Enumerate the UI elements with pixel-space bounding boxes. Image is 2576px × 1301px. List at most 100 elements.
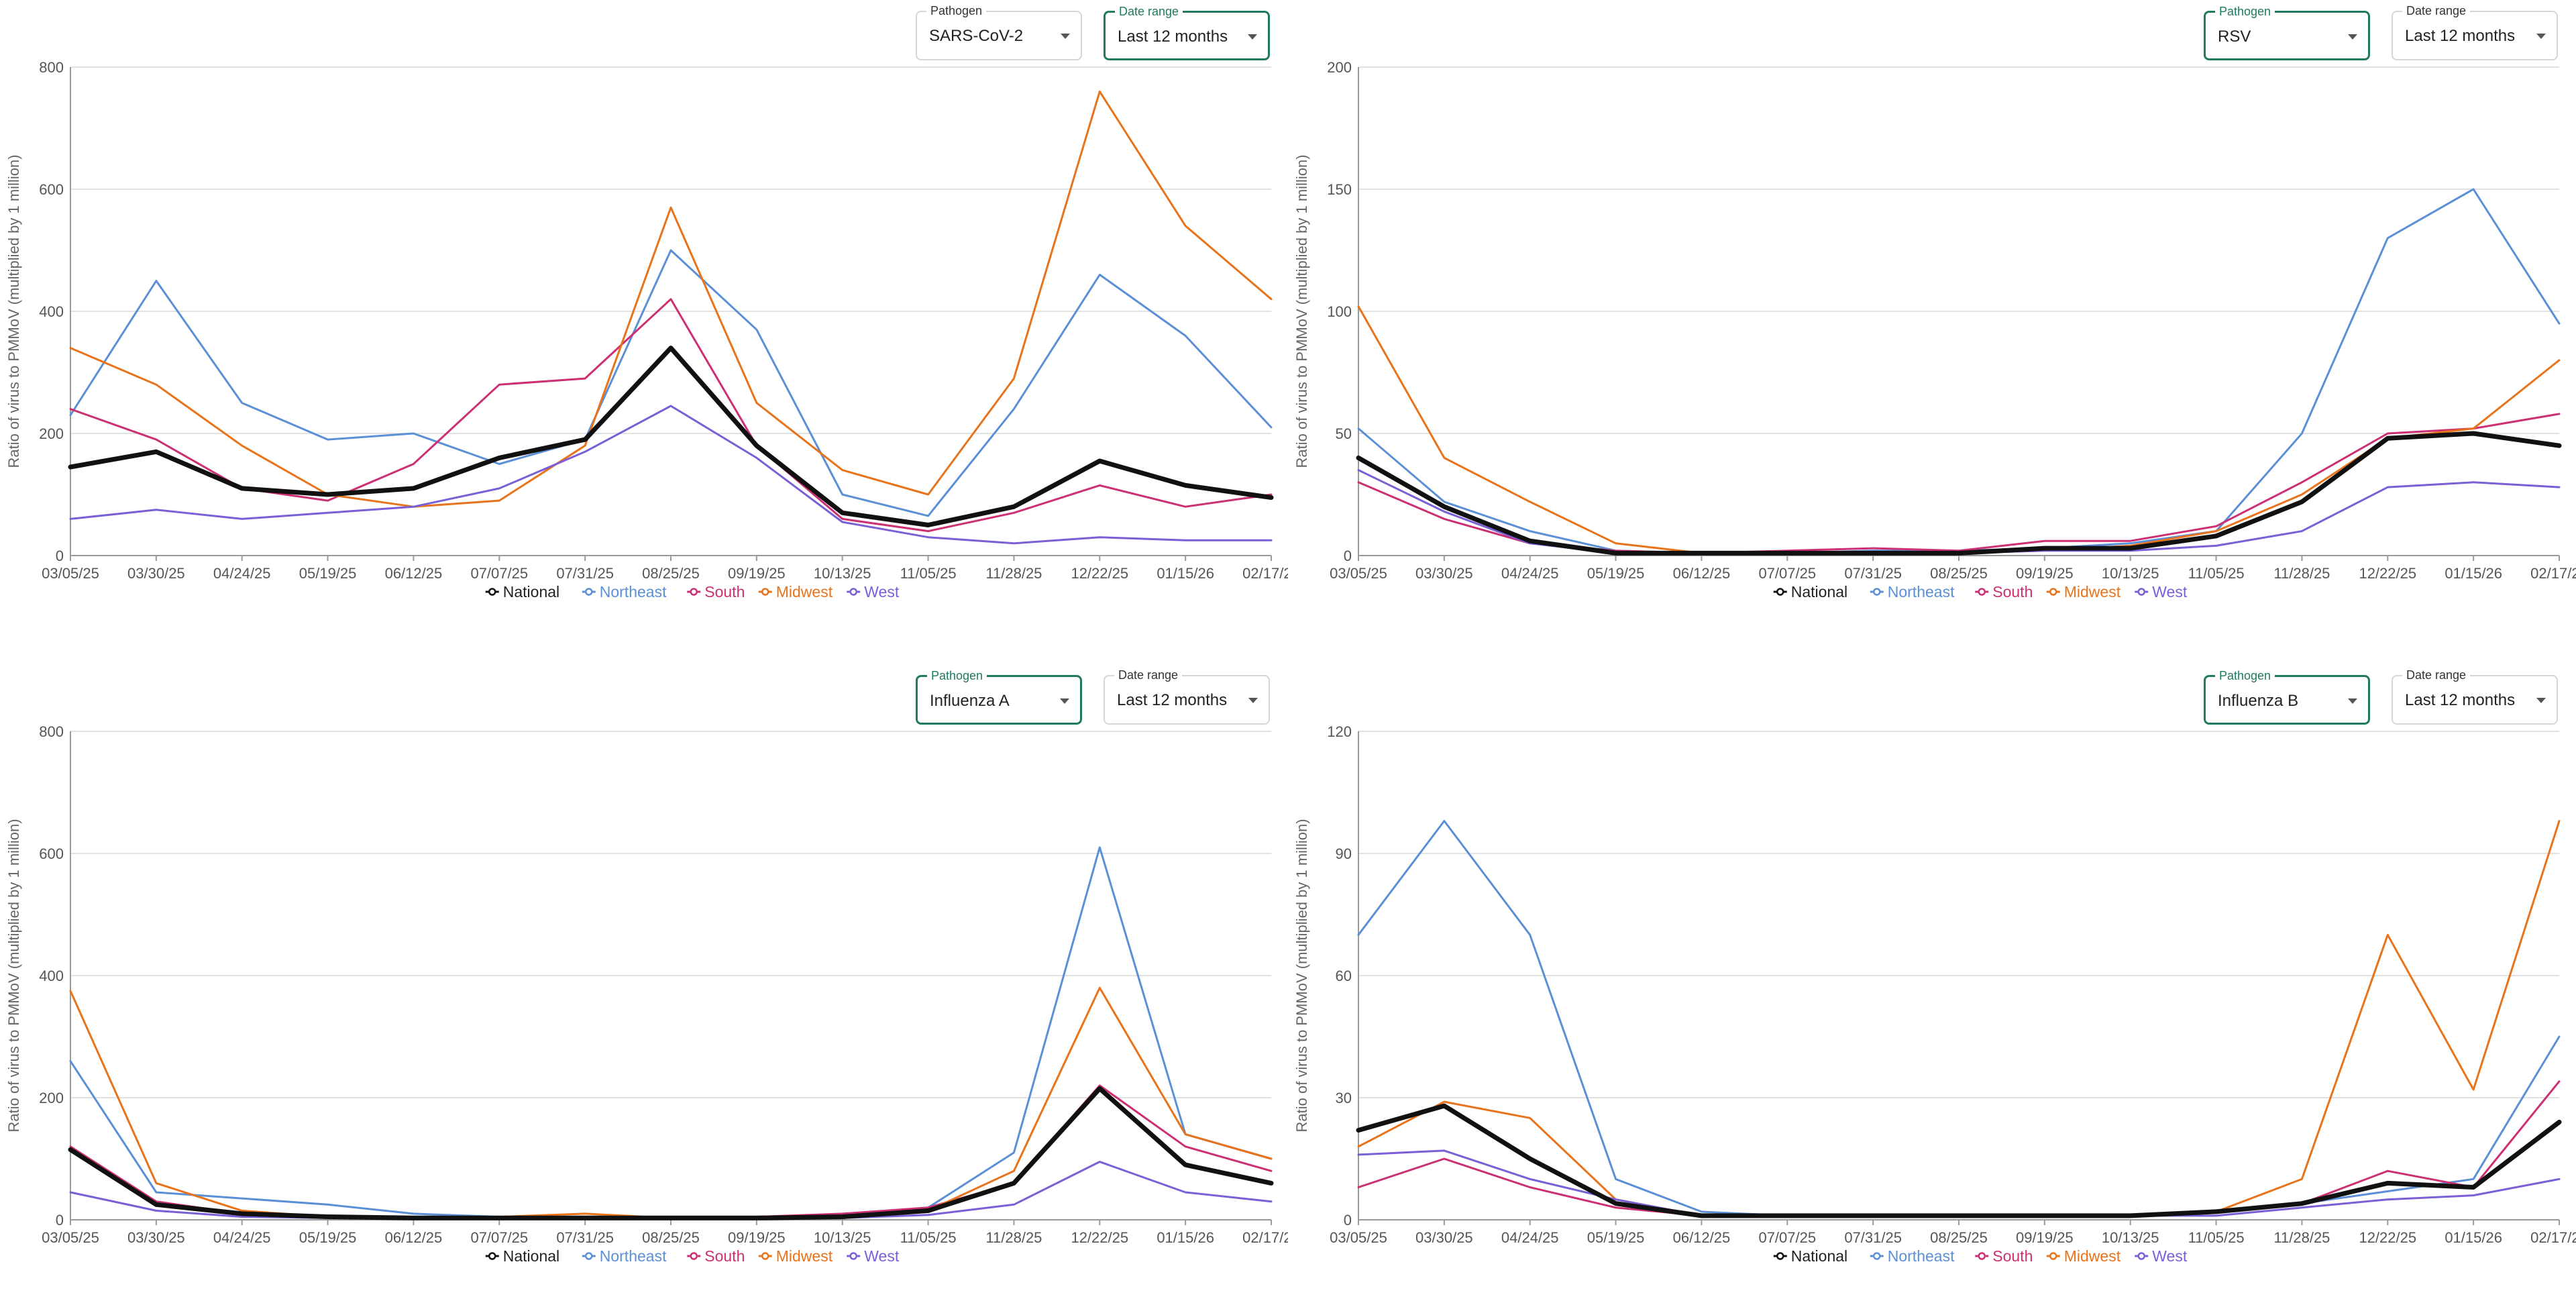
x-tick-label: 11/05/25	[2188, 1229, 2245, 1246]
x-tick-label: 11/05/25	[2188, 565, 2245, 582]
chart-panel-sars: Pathogen SARS-CoV-2 Date range Last 12 m…	[0, 0, 1288, 637]
pathogen-select-label: Pathogen	[2215, 4, 2275, 19]
line-chart: 0 50 100 150 200 Ratio of virus to PMMoV (mul…	[1293, 59, 2576, 601]
date-range-select-label: Date range	[1115, 4, 1183, 19]
y-tick-label: 50	[1336, 425, 1352, 442]
legend-item-west: West	[2152, 1247, 2188, 1265]
legend-item-national: National	[503, 1247, 559, 1265]
x-tick-label: 07/07/25	[1758, 1229, 1816, 1246]
y-axis-label: Ratio of virus to PMMoV (multiplied by 1…	[1293, 154, 1310, 468]
y-tick-label: 200	[39, 1090, 64, 1106]
x-tick-label: 10/13/25	[814, 565, 871, 582]
legend-item-northeast: Northeast	[600, 1247, 667, 1265]
x-tick-label: 11/05/25	[900, 1229, 957, 1246]
legend-marker-national	[1776, 1252, 1784, 1260]
pathogen-select[interactable]: Pathogen SARS-CoV-2	[916, 3, 1082, 60]
date-range-select-value: Last 12 months	[1117, 691, 1228, 709]
legend-item-national: National	[1791, 583, 1847, 601]
legend-marker-south	[1978, 588, 1986, 596]
line-chart: 0 200 400 600 800 Ratio of virus to PMMoV (mu…	[5, 723, 1288, 1265]
x-tick-label: 11/28/25	[2273, 565, 2330, 582]
legend-item-south: South	[1992, 583, 2033, 601]
x-tick-label: 10/13/25	[814, 1229, 871, 1246]
date-range-select[interactable]: Date range Last 12 months	[1104, 4, 1270, 60]
pathogen-select[interactable]: Pathogen Influenza B	[2204, 668, 2370, 725]
legend-item-northeast: Northeast	[600, 583, 667, 601]
x-tick-label: 02/17/26	[1242, 1229, 1288, 1246]
x-tick-label: 06/12/25	[385, 565, 443, 582]
pathogen-select[interactable]: Pathogen RSV	[2204, 4, 2370, 60]
legend-item-west: West	[2152, 583, 2188, 601]
series-line-south	[69, 298, 1273, 533]
date-range-select-label: Date range	[2402, 668, 2471, 682]
legend-marker-northeast	[1873, 588, 1881, 596]
date-range-select-value: Last 12 months	[1118, 28, 1228, 46]
series-line-national	[1356, 1103, 2562, 1218]
legend-marker-midwest	[2049, 1252, 2057, 1260]
legend-item-national: National	[503, 583, 559, 601]
x-tick-label: 03/30/25	[127, 1229, 185, 1246]
caret-down-icon	[2536, 698, 2546, 703]
caret-down-icon	[2348, 698, 2357, 704]
y-axis-label: Ratio of virus to PMMoV (multiplied by 1…	[5, 154, 22, 468]
series-line-national	[1356, 431, 2562, 556]
y-tick-label: 120	[1327, 723, 1352, 740]
x-tick-label: 10/13/25	[2102, 565, 2159, 582]
pathogen-select-label: Pathogen	[927, 668, 987, 683]
x-tick-label: 08/25/25	[642, 565, 700, 582]
y-axis-label: Ratio of virus to PMMoV (multiplied by 1…	[5, 819, 22, 1132]
series-line-midwest	[1357, 305, 2561, 554]
y-axis-label: Ratio of virus to PMMoV (multiplied by 1…	[1293, 819, 1310, 1132]
y-tick-label: 400	[39, 968, 64, 984]
legend-marker-west	[849, 1252, 857, 1260]
date-range-select-label: Date range	[1114, 668, 1183, 682]
pathogen-select-value: Influenza A	[930, 692, 1010, 710]
chart-panel-influenza-a: Pathogen Influenza A Date range Last 12 …	[0, 664, 1288, 1301]
date-range-select[interactable]: Date range Last 12 months	[1104, 668, 1270, 725]
y-tick-label: 100	[1327, 303, 1352, 320]
x-tick-label: 08/25/25	[1930, 565, 1988, 582]
pathogen-select-label: Pathogen	[2215, 668, 2275, 683]
date-range-select[interactable]: Date range Last 12 months	[2392, 668, 2558, 725]
x-tick-label: 11/28/25	[985, 1229, 1042, 1246]
y-tick-label: 0	[1344, 548, 1352, 564]
x-tick-label: 01/15/26	[1157, 1229, 1214, 1246]
legend-item-midwest: Midwest	[776, 583, 833, 601]
x-tick-label: 03/05/25	[42, 565, 99, 582]
y-tick-label: 200	[39, 425, 64, 442]
x-tick-label: 03/30/25	[1415, 1229, 1473, 1246]
date-range-select-label: Date range	[2402, 3, 2471, 18]
date-range-select[interactable]: Date range Last 12 months	[2392, 3, 2558, 60]
x-tick-label: 11/05/25	[900, 565, 957, 582]
chart-panel-influenza-b: Pathogen Influenza B Date range Last 12 …	[1288, 664, 2576, 1301]
y-tick-label: 200	[1327, 59, 1352, 76]
legend-item-midwest: Midwest	[776, 1247, 833, 1265]
legend-marker-south	[690, 588, 698, 596]
series-line-northeast	[69, 249, 1273, 517]
y-tick-label: 800	[39, 59, 64, 76]
legend-item-northeast: Northeast	[1888, 583, 1955, 601]
x-tick-label: 05/19/25	[1587, 1229, 1645, 1246]
legend-marker-west	[849, 588, 857, 596]
x-tick-label: 12/22/25	[2359, 565, 2416, 582]
legend-item-west: West	[864, 583, 900, 601]
y-tick-label: 800	[39, 723, 64, 740]
x-tick-label: 09/19/25	[728, 565, 786, 582]
legend-item-northeast: Northeast	[1888, 1247, 1955, 1265]
x-tick-label: 09/19/25	[728, 1229, 786, 1246]
pathogen-select-value: SARS-CoV-2	[929, 27, 1024, 45]
x-tick-label: 10/13/25	[2102, 1229, 2159, 1246]
legend-marker-midwest	[2049, 588, 2057, 596]
legend-item-midwest: Midwest	[2064, 583, 2121, 601]
x-tick-label: 04/24/25	[1501, 1229, 1559, 1246]
legend-item-south: South	[704, 583, 745, 601]
legend-marker-south	[690, 1252, 698, 1260]
pathogen-select[interactable]: Pathogen Influenza A	[916, 668, 1082, 725]
legend-marker-south	[1978, 1252, 1986, 1260]
legend-marker-northeast	[585, 588, 593, 596]
x-tick-label: 06/12/25	[1673, 565, 1731, 582]
caret-down-icon	[2348, 34, 2357, 40]
legend-marker-national	[1776, 588, 1784, 596]
x-tick-label: 12/22/25	[2359, 1229, 2416, 1246]
x-tick-label: 02/17/26	[1242, 565, 1288, 582]
